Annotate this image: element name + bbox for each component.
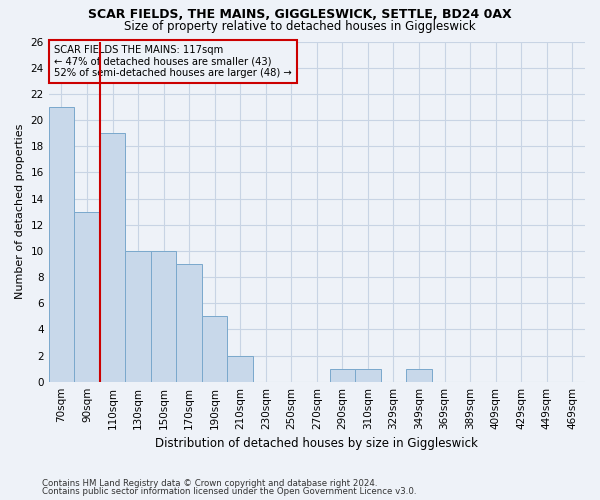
Bar bbox=[151, 251, 176, 382]
Bar bbox=[176, 264, 202, 382]
Bar bbox=[74, 212, 100, 382]
Bar bbox=[49, 107, 74, 382]
Text: Contains public sector information licensed under the Open Government Licence v3: Contains public sector information licen… bbox=[42, 487, 416, 496]
Text: Size of property relative to detached houses in Giggleswick: Size of property relative to detached ho… bbox=[124, 20, 476, 33]
X-axis label: Distribution of detached houses by size in Giggleswick: Distribution of detached houses by size … bbox=[155, 437, 478, 450]
Text: SCAR FIELDS, THE MAINS, GIGGLESWICK, SETTLE, BD24 0AX: SCAR FIELDS, THE MAINS, GIGGLESWICK, SET… bbox=[88, 8, 512, 20]
Text: SCAR FIELDS THE MAINS: 117sqm
← 47% of detached houses are smaller (43)
52% of s: SCAR FIELDS THE MAINS: 117sqm ← 47% of d… bbox=[54, 45, 292, 78]
Text: Contains HM Land Registry data © Crown copyright and database right 2024.: Contains HM Land Registry data © Crown c… bbox=[42, 478, 377, 488]
Bar bbox=[329, 368, 355, 382]
Bar bbox=[227, 356, 253, 382]
Bar bbox=[202, 316, 227, 382]
Y-axis label: Number of detached properties: Number of detached properties bbox=[15, 124, 25, 300]
Bar bbox=[100, 133, 125, 382]
Bar bbox=[355, 368, 380, 382]
Bar bbox=[125, 251, 151, 382]
Bar bbox=[406, 368, 432, 382]
